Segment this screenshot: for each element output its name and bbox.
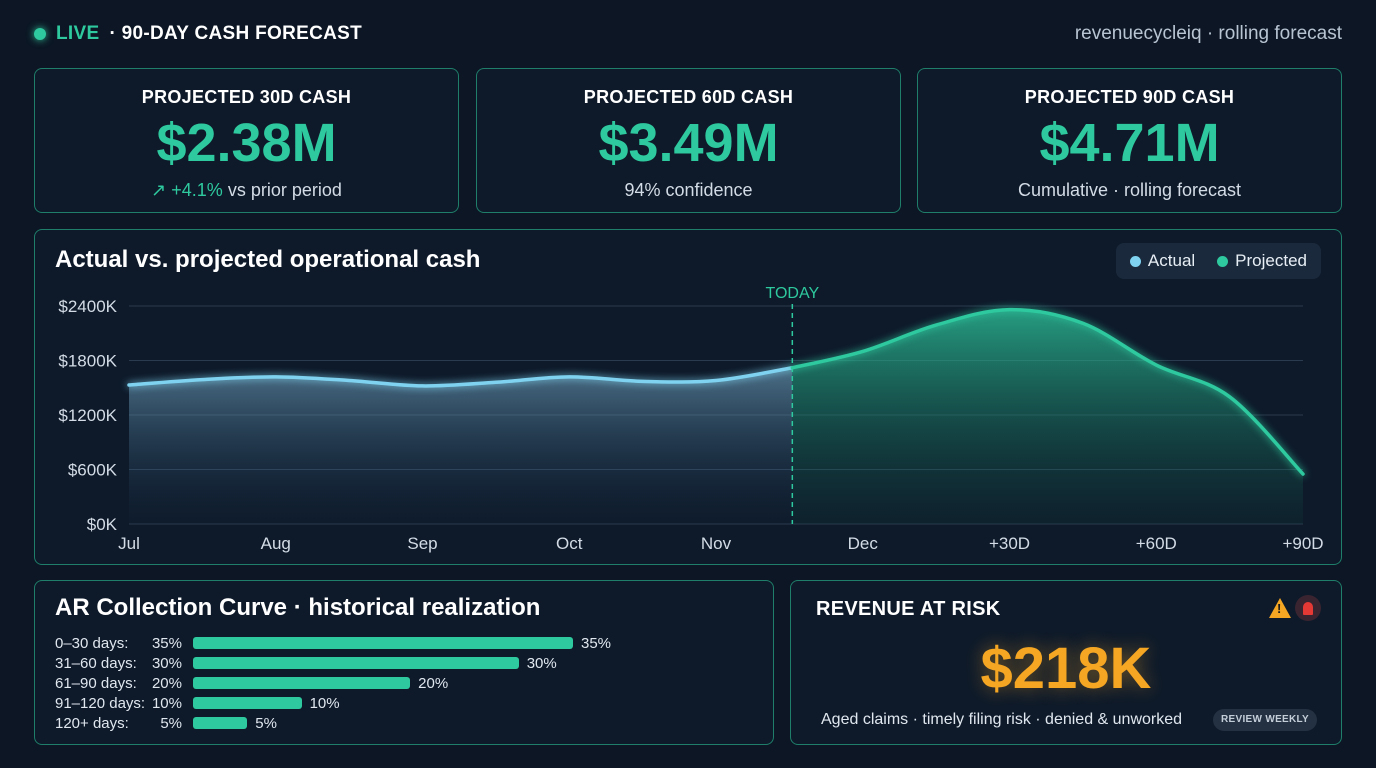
risk-icons xyxy=(1269,595,1321,621)
kpi-sub: 94% confidence xyxy=(624,180,753,200)
chart-title: Actual vs. projected operational cash xyxy=(55,246,481,273)
series-line-actual xyxy=(127,366,795,388)
ar-curve-rows: 0–30 days: 35% 35% 31–60 days: 30% 30% 61–90 d… xyxy=(55,633,755,733)
ar-row: 120+ days: 5% 5% xyxy=(55,713,755,733)
review-weekly-badge: REVIEW WEEKLY xyxy=(1213,709,1317,731)
kpi-label: PROJECTED 30D CASH xyxy=(141,87,352,107)
kpi-card-90d: PROJECTED 90D CASH $4.71M Cumulative · r… xyxy=(917,68,1342,213)
series-area-actual xyxy=(129,367,793,524)
kpi-delta-caption: vs prior period xyxy=(227,180,342,200)
kpi-value: $4.71M xyxy=(1039,113,1220,173)
x-tick-label: Dec xyxy=(848,534,879,553)
risk-sub: Aged claims · timely filing risk · denie… xyxy=(821,711,1183,728)
ar-bar xyxy=(193,657,519,669)
ar-row: 0–30 days: 35% 35% xyxy=(55,633,755,653)
y-tick-label: $1800K xyxy=(58,352,117,371)
x-tick-label: +90D xyxy=(1282,534,1323,553)
x-tick-label: Aug xyxy=(261,534,291,553)
ar-bar xyxy=(193,677,411,689)
risk-title: REVENUE AT RISK xyxy=(816,598,1001,620)
x-tick-label: Sep xyxy=(407,534,437,553)
risk-value: $218K xyxy=(980,636,1152,701)
legend-dot-icon xyxy=(1129,255,1141,267)
series-line-projected xyxy=(790,307,1305,476)
x-tick-label: Oct xyxy=(556,534,583,553)
legend-dot-icon xyxy=(1217,255,1229,267)
page-title: · 90-DAY CASH FORECAST xyxy=(109,23,363,44)
ar-bar-value-label: 5% xyxy=(255,715,277,732)
header-subtitle: revenuecycleiq · rolling forecast xyxy=(1074,23,1342,44)
ar-bar-value-label: 35% xyxy=(581,635,612,652)
ar-curve-title: AR Collection Curve · historical realiza… xyxy=(55,594,541,621)
series-area-projected xyxy=(792,309,1303,524)
live-indicator-icon xyxy=(34,28,46,40)
ar-bar-value-label: 20% xyxy=(418,675,449,692)
live-label: LIVE xyxy=(56,23,100,44)
kpi-sub: ↗ +4.1% vs prior period xyxy=(35,180,458,201)
ar-row-label: 120+ days: xyxy=(55,715,129,732)
kpi-delta: +4.1% xyxy=(171,180,223,200)
header-left: LIVE · 90-DAY CASH FORECAST xyxy=(34,23,362,45)
kpi-card-60d: PROJECTED 60D CASH $3.49M 94% confidence xyxy=(476,68,901,213)
y-tick-label: $0K xyxy=(87,515,118,534)
legend-item-actual: Actual xyxy=(1129,251,1196,271)
cash-area-chart: $0K $600K $1200K $1800K $2400K Jul Aug Sep Oct No… xyxy=(58,285,1323,553)
ar-row-pct: 5% xyxy=(160,715,182,732)
ar-row-pct: 20% xyxy=(151,675,182,692)
y-tick-label: $600K xyxy=(68,461,118,480)
kpi-label: PROJECTED 90D CASH xyxy=(1024,87,1235,107)
kpi-sub: Cumulative · rolling forecast xyxy=(1017,180,1242,200)
ar-bar xyxy=(193,637,573,649)
chart-legend: Actual Projected xyxy=(1115,243,1321,279)
warning-icon xyxy=(1269,598,1291,618)
y-tick-label: $2400K xyxy=(58,297,117,316)
ar-row-label: 91–120 days: xyxy=(55,695,146,712)
ar-row-pct: 10% xyxy=(151,695,182,712)
ar-row: 61–90 days: 20% 20% xyxy=(55,673,755,693)
ar-row-pct: 30% xyxy=(151,655,182,672)
kpi-value: $2.38M xyxy=(156,113,337,173)
legend-item-projected: Projected xyxy=(1217,251,1307,271)
legend-label: Actual xyxy=(1147,251,1196,270)
ar-bar-value-label: 30% xyxy=(526,655,557,672)
x-tick-label: +30D xyxy=(989,534,1030,553)
ar-bar xyxy=(193,717,248,729)
revenue-at-risk-card: REVENUE AT RISK $218K Aged claims · time… xyxy=(790,580,1342,745)
legend-label: Projected xyxy=(1235,251,1307,270)
arrow-up-right-icon: ↗ xyxy=(151,180,167,200)
cash-chart-card: $0K $600K $1200K $1800K $2400K Jul Aug Sep Oct No… xyxy=(34,229,1342,565)
kpi-card-30d: PROJECTED 30D CASH $2.38M ↗ +4.1% vs pri… xyxy=(34,68,459,213)
ar-row-pct: 35% xyxy=(151,635,182,652)
y-tick-label: $1200K xyxy=(58,406,117,425)
header-bar: LIVE · 90-DAY CASH FORECAST revenuecycle… xyxy=(34,18,1342,50)
ar-bar xyxy=(193,697,302,709)
kpi-label: PROJECTED 60D CASH xyxy=(583,87,794,107)
ar-collection-card: AR Collection Curve · historical realiza… xyxy=(34,580,774,745)
ar-row: 91–120 days: 10% 10% xyxy=(55,693,755,713)
x-tick-label: Nov xyxy=(701,534,732,553)
ar-row: 31–60 days: 30% 30% xyxy=(55,653,755,673)
x-tick-label: +60D xyxy=(1136,534,1177,553)
ar-bar-value-label: 10% xyxy=(309,695,340,712)
kpi-value: $3.49M xyxy=(598,113,779,173)
ar-row-label: 61–90 days: xyxy=(55,675,137,692)
today-marker-label: TODAY xyxy=(765,285,819,302)
x-tick-label: Jul xyxy=(118,534,140,553)
ar-row-label: 31–60 days: xyxy=(55,655,137,672)
ar-row-label: 0–30 days: xyxy=(55,635,129,652)
siren-icon xyxy=(1295,595,1321,621)
